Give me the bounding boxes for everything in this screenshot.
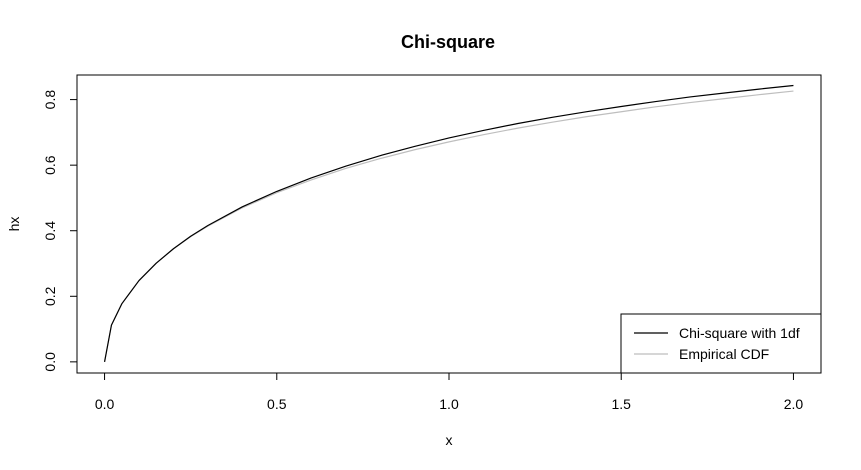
y-tick-label: 0.8 [42,90,58,110]
y-tick-label: 0.2 [42,286,58,306]
series-line-chi-square [103,84,794,362]
series-layer [103,84,794,362]
x-tick-label: 0.5 [267,396,287,412]
x-tick-label: 2.0 [784,396,804,412]
x-tick-label: 1.5 [611,396,631,412]
y-tick-label: 0.6 [42,155,58,175]
x-axis-label: x [446,432,453,448]
y-tick-label: 0.4 [42,221,58,241]
legend-label-empirical-cdf: Empirical CDF [679,346,769,362]
x-tick-label: 0.0 [95,396,115,412]
y-axis-label: hx [6,217,22,232]
y-axis: 0.0 0.2 0.4 0.6 0.8 [42,90,78,372]
chart-title: Chi-square [401,32,495,52]
legend-box [620,313,822,374]
x-axis: 0.0 0.5 1.0 1.5 2.0 [95,372,804,412]
x-tick-label: 1.0 [439,396,459,412]
legend-label-chi-square: Chi-square with 1df [679,325,800,341]
y-tick-label: 0.0 [42,352,58,372]
legend: Chi-square with 1df Empirical CDF [620,313,822,374]
